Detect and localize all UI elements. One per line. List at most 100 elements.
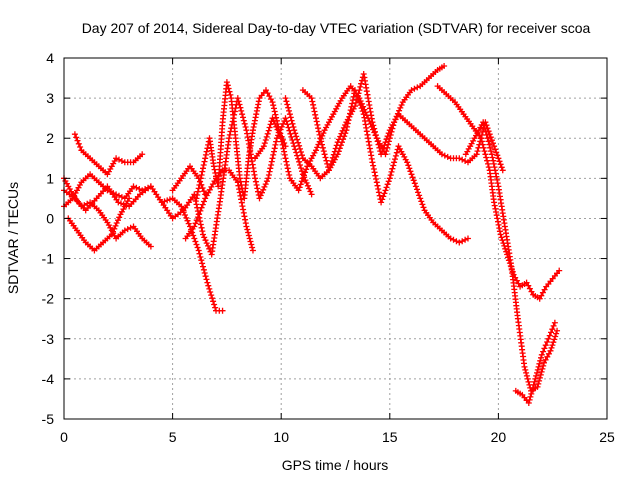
data-point xyxy=(271,105,277,112)
data-point xyxy=(272,120,278,127)
data-point xyxy=(371,125,378,132)
data-point xyxy=(551,336,558,343)
data-point xyxy=(237,104,244,111)
data-point xyxy=(549,326,556,333)
data-point xyxy=(277,132,283,139)
data-point xyxy=(538,292,545,299)
data-point xyxy=(261,183,268,190)
data-point xyxy=(270,118,277,124)
data-point xyxy=(278,135,285,142)
data-point xyxy=(314,144,321,151)
data-point xyxy=(321,151,328,158)
data-point xyxy=(130,183,137,190)
data-point xyxy=(540,362,547,369)
data-point xyxy=(239,111,246,118)
data-point xyxy=(544,339,551,345)
data-point xyxy=(282,115,289,122)
data-point xyxy=(226,135,233,142)
data-point xyxy=(211,301,218,308)
data-point xyxy=(279,141,286,148)
data-point xyxy=(262,137,269,143)
data-point xyxy=(195,185,202,192)
data-point xyxy=(197,254,204,260)
data-point xyxy=(393,149,400,156)
data-point xyxy=(473,151,480,158)
data-point xyxy=(475,144,482,151)
data-point xyxy=(294,136,301,143)
data-point xyxy=(528,288,535,295)
y-tick-label: 1 xyxy=(46,170,54,186)
data-point xyxy=(420,204,427,211)
data-point xyxy=(447,235,454,242)
data-point xyxy=(270,151,277,158)
data-point xyxy=(295,139,302,146)
data-point xyxy=(366,145,373,152)
data-point xyxy=(409,174,416,181)
data-point xyxy=(534,369,540,376)
data-point xyxy=(251,117,258,124)
data-point xyxy=(113,220,120,226)
x-tick-label: 5 xyxy=(169,429,177,445)
data-point xyxy=(410,177,417,184)
x-tick-label: 15 xyxy=(382,429,398,445)
data-point xyxy=(158,199,165,206)
data-point xyxy=(383,184,390,191)
data-point xyxy=(342,122,349,128)
data-point xyxy=(185,220,192,227)
data-point xyxy=(111,225,118,232)
data-point xyxy=(453,238,460,245)
data-point xyxy=(456,239,463,246)
data-point xyxy=(209,295,216,302)
data-point xyxy=(326,167,332,174)
data-point xyxy=(194,244,201,251)
data-point xyxy=(236,186,243,193)
series-sat-n xyxy=(462,119,561,394)
data-point xyxy=(525,400,532,406)
data-point xyxy=(252,178,259,185)
data-point xyxy=(303,179,310,186)
data-point xyxy=(385,178,392,185)
data-point xyxy=(301,172,307,179)
data-point xyxy=(191,223,198,230)
data-point xyxy=(553,330,560,337)
data-point xyxy=(487,144,494,151)
data-point xyxy=(240,114,246,121)
data-point xyxy=(480,119,487,126)
data-point xyxy=(235,98,242,105)
data-point xyxy=(313,118,320,125)
data-point xyxy=(210,163,217,170)
data-point xyxy=(184,217,191,224)
data-point xyxy=(526,396,533,403)
data-point xyxy=(329,154,336,161)
data-point xyxy=(263,178,270,185)
data-point xyxy=(266,168,273,175)
data-point xyxy=(296,158,303,165)
data-point xyxy=(374,182,381,189)
data-point xyxy=(284,101,291,108)
data-point xyxy=(369,159,376,166)
data-point xyxy=(310,101,317,108)
data-point xyxy=(180,209,187,216)
data-point xyxy=(275,129,282,136)
data-point xyxy=(285,104,292,111)
data-point xyxy=(237,178,244,185)
data-point xyxy=(319,144,326,151)
data-point xyxy=(283,118,290,125)
data-point xyxy=(496,158,503,165)
data-point xyxy=(236,175,243,182)
data-point xyxy=(357,83,364,90)
data-point xyxy=(494,152,501,159)
data-point xyxy=(327,161,334,168)
data-point xyxy=(366,105,373,112)
data-point xyxy=(418,198,425,205)
data-point xyxy=(372,172,379,179)
data-point xyxy=(523,369,530,376)
data-point xyxy=(333,142,340,149)
data-point xyxy=(293,133,300,140)
data-point xyxy=(315,128,322,135)
data-point xyxy=(306,185,313,192)
data-point xyxy=(262,181,269,188)
data-point xyxy=(462,158,469,164)
data-point xyxy=(485,160,491,167)
data-point xyxy=(486,131,493,138)
